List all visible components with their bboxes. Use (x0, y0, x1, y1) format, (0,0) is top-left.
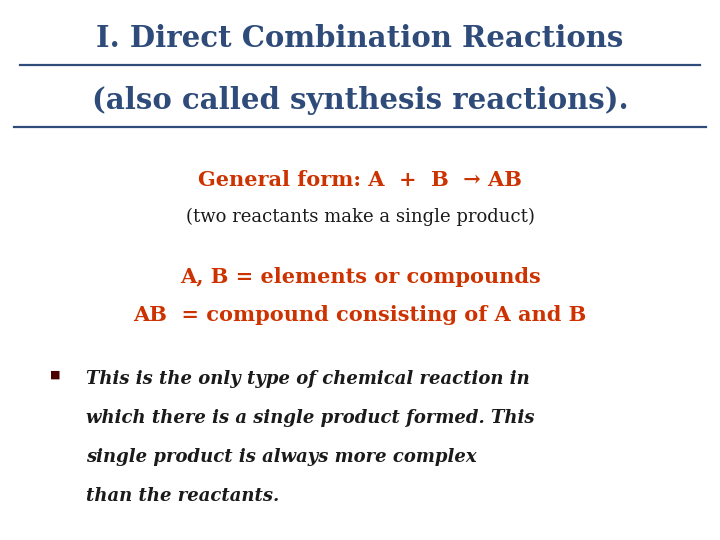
Text: AB  = compound consisting of A and B: AB = compound consisting of A and B (133, 305, 587, 325)
Text: This is the only type of chemical reaction in: This is the only type of chemical reacti… (86, 370, 530, 388)
Text: than the reactants.: than the reactants. (86, 487, 279, 504)
Text: I. Direct Combination Reactions: I. Direct Combination Reactions (96, 24, 624, 53)
Text: single product is always more complex: single product is always more complex (86, 448, 477, 465)
Text: which there is a single product formed. This: which there is a single product formed. … (86, 409, 535, 427)
Text: General form: A  +  B  → AB: General form: A + B → AB (198, 170, 522, 190)
Text: A, B = elements or compounds: A, B = elements or compounds (179, 267, 541, 287)
Text: (two reactants make a single product): (two reactants make a single product) (186, 208, 534, 226)
Text: ■: ■ (50, 370, 61, 380)
Text: (also called synthesis reactions).: (also called synthesis reactions). (91, 86, 629, 116)
